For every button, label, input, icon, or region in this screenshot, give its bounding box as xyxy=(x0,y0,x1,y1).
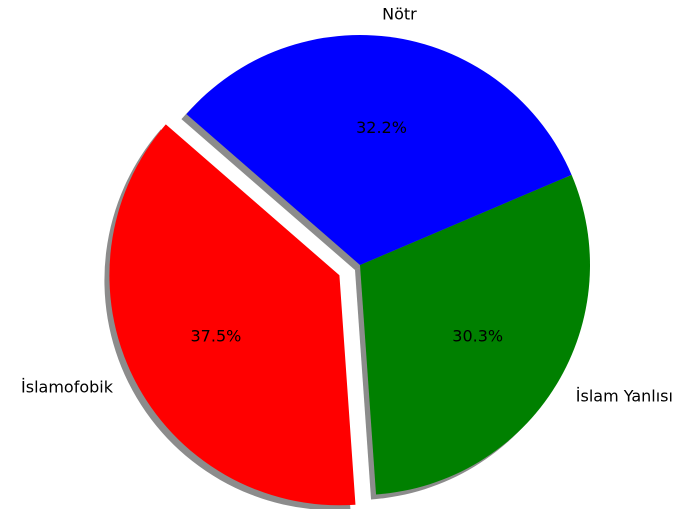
percent-label: 30.3% xyxy=(452,327,503,346)
pie-slice xyxy=(109,124,356,506)
percent-label: 32.2% xyxy=(356,118,407,137)
pie-slice xyxy=(360,174,590,495)
slice-label: Nötr xyxy=(382,5,417,24)
slice-label: İslam Yanlısı xyxy=(576,387,673,406)
pie-slice xyxy=(186,34,572,265)
percent-label: 37.5% xyxy=(191,326,242,345)
slice-label: İslamofobik xyxy=(21,378,114,397)
